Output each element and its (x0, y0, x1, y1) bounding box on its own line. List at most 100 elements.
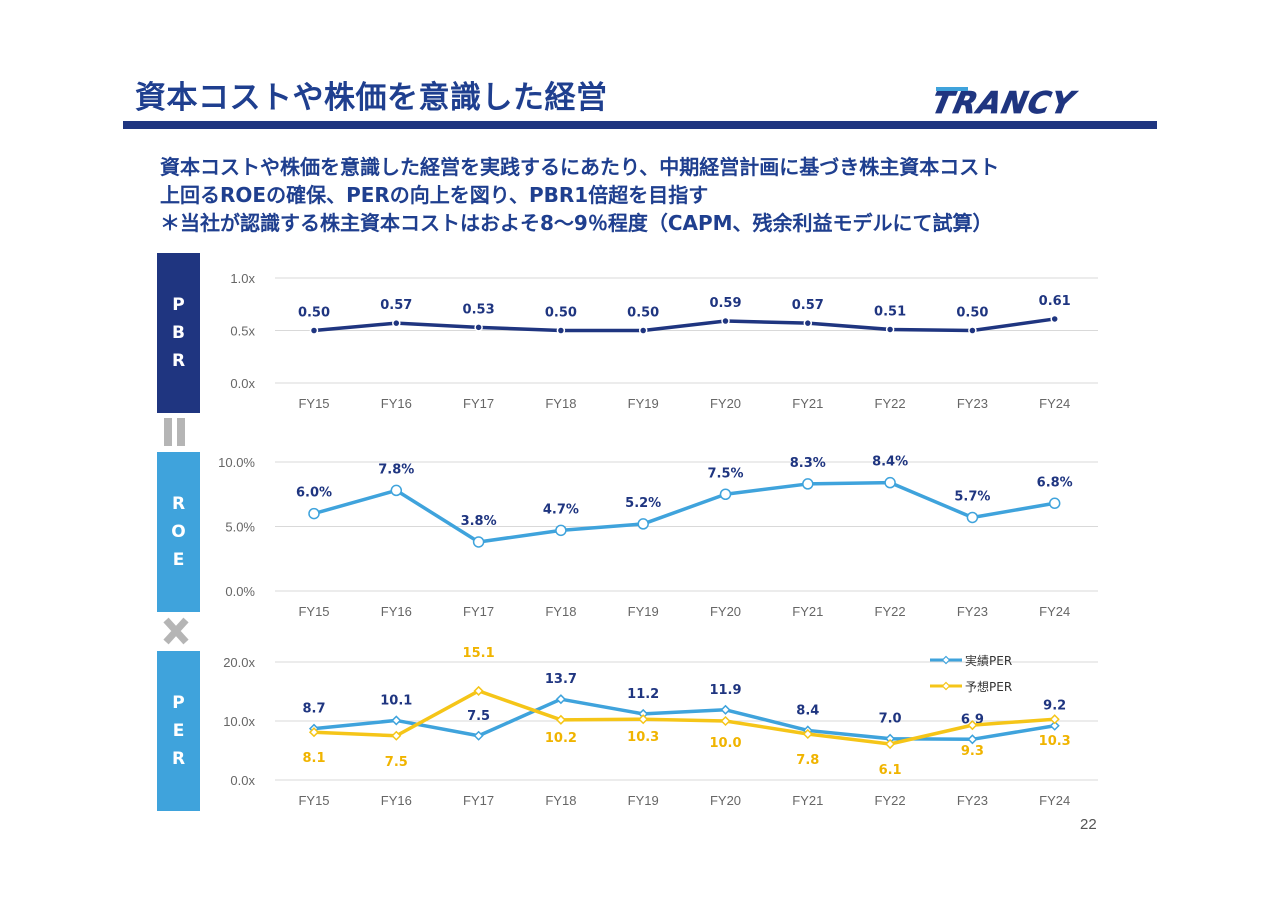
roe-letter: O (171, 522, 186, 542)
x-tick-label: FY24 (1039, 604, 1070, 619)
roe-label-box: R O E (157, 452, 200, 612)
pbr-letter: B (172, 323, 185, 343)
data-point (802, 478, 814, 490)
series-line (313, 697, 1055, 742)
data-point (1050, 314, 1059, 324)
y-tick-label: 0.0x (230, 773, 255, 788)
data-point (556, 326, 566, 335)
data-point (473, 685, 484, 696)
data-label: 0.53 (463, 302, 495, 317)
title-underline (123, 121, 1157, 129)
pbr-chart: 0.0x 0.5x 1.0x FY15 FY16 FY17 FY18 FY19 FY20 FY21… (230, 271, 1098, 411)
y-tick-label: 10.0% (218, 455, 255, 470)
legend-marker (941, 655, 951, 665)
series-line (313, 689, 1055, 746)
y-tick-label: 10.0x (223, 714, 255, 729)
data-label: 7.8 (796, 753, 819, 768)
pbr-letter: R (171, 351, 186, 371)
data-label: 0.50 (627, 306, 659, 321)
roe-chart: 0.0% 5.0% 10.0% FY15 FY16 FY17 FY18 FY19 FY20 FY2… (218, 455, 1098, 619)
data-point (555, 714, 566, 725)
x-tick-label: FY18 (545, 604, 576, 619)
x-tick-label: FY17 (463, 604, 494, 619)
data-point (555, 694, 566, 705)
data-label: 8.3% (790, 456, 826, 471)
x-tick-label: FY22 (875, 604, 906, 619)
data-label: 8.4% (872, 455, 908, 470)
data-label: 0.57 (380, 298, 412, 313)
data-point (472, 536, 485, 548)
legend-marker (941, 681, 951, 691)
data-label: 10.3 (1039, 734, 1071, 749)
data-point (308, 727, 320, 738)
data-point (473, 730, 484, 741)
x-tick-label: FY21 (792, 604, 823, 619)
legend-label: 実績PER (965, 653, 1012, 668)
data-label: 3.8% (461, 514, 497, 529)
data-point (637, 518, 649, 530)
data-point (720, 715, 731, 727)
data-label: 9.2 (1043, 699, 1066, 714)
series-line (313, 317, 1055, 333)
data-label: 6.1 (879, 763, 902, 778)
data-point (966, 511, 979, 524)
x-tick-label: FY16 (381, 793, 412, 808)
data-point (802, 728, 813, 740)
y-tick-label: 0.0x (230, 376, 255, 391)
page-number: 22 (1080, 816, 1097, 833)
data-label: 7.5% (707, 466, 743, 481)
per-letter: P (172, 693, 185, 713)
x-tick-label: FY15 (298, 604, 329, 619)
data-label: 10.2 (545, 731, 577, 746)
logo-text: TRANCY (929, 86, 1080, 121)
series-line (313, 480, 1055, 544)
per-letter: R (171, 749, 186, 769)
data-point (968, 326, 977, 335)
data-label: 0.61 (1039, 294, 1071, 309)
data-point (1048, 497, 1061, 510)
x-tick-label: FY15 (298, 396, 329, 411)
data-point (720, 704, 731, 715)
data-label: 7.8% (378, 462, 414, 477)
data-point (885, 325, 895, 334)
legend-label: 予想PER (965, 679, 1012, 694)
x-tick-label: FY24 (1039, 793, 1070, 808)
data-label: 8.1 (302, 751, 325, 766)
x-tick-label: FY15 (298, 793, 329, 808)
data-point (803, 318, 813, 328)
x-tick-label: FY23 (957, 396, 988, 411)
data-label: 8.4 (796, 703, 819, 718)
data-label: 9.3 (961, 744, 984, 759)
data-label: 7.5 (385, 755, 408, 770)
x-tick-label: FY22 (875, 396, 906, 411)
intro-text: 資本コストや株価を意識した経営を実践するにあたり、中期経営計画に基づき株主資本コ… (160, 153, 1160, 237)
data-point (474, 323, 483, 332)
equals-icon (164, 418, 185, 446)
data-label: 0.51 (874, 304, 906, 319)
data-label: 0.59 (709, 296, 741, 311)
data-label: 8.7 (302, 702, 325, 717)
data-label: 7.5 (467, 709, 490, 724)
x-tick-label: FY21 (792, 396, 823, 411)
data-point (719, 488, 732, 500)
data-label: 5.2% (625, 496, 661, 511)
x-tick-label: FY19 (628, 396, 659, 411)
x-tick-label: FY16 (381, 396, 412, 411)
data-point (555, 524, 567, 537)
data-label: 11.2 (627, 687, 659, 702)
data-label: 6.8% (1037, 475, 1073, 490)
per-letter: E (172, 721, 185, 741)
roe-letter: E (172, 550, 185, 570)
data-label: 0.57 (792, 298, 824, 313)
data-label: 7.0 (879, 712, 902, 727)
data-label: 10.3 (627, 730, 659, 745)
data-point (721, 316, 730, 326)
x-tick-label: FY19 (628, 793, 659, 808)
y-tick-label: 0.0% (225, 584, 255, 599)
intro-line-3: ＊当社が認識する株主資本コストはおよそ8～9％程度（CAPM、残余利益モデルにて… (160, 211, 993, 235)
x-tick-label: FY18 (545, 396, 576, 411)
data-point (391, 730, 402, 741)
x-tick-label: FY17 (463, 793, 494, 808)
x-tick-label: FY18 (545, 793, 576, 808)
data-point (1049, 714, 1060, 725)
